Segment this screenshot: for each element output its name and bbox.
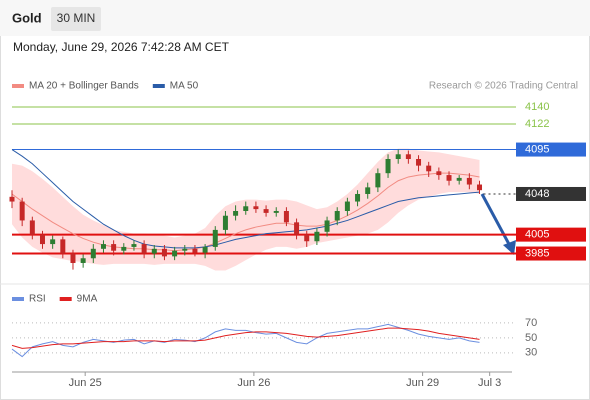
legend-label: 9MA: [77, 294, 98, 305]
candle-body: [446, 175, 452, 181]
candle-body: [304, 234, 310, 242]
level-label: 4122: [525, 118, 549, 130]
candle-body: [243, 206, 249, 211]
candle-body: [466, 177, 472, 185]
candle-body: [80, 258, 86, 263]
candle-body: [344, 201, 350, 211]
candle-body: [202, 246, 208, 253]
candle-body: [39, 234, 45, 245]
symbol: Gold: [12, 10, 42, 25]
candle-body: [416, 159, 422, 166]
candle-body: [182, 248, 188, 251]
candle-body: [355, 193, 361, 202]
candle-body: [111, 244, 117, 251]
projection-arrow-head: [503, 240, 516, 255]
level-label: 3985: [525, 247, 549, 259]
candle-body: [263, 209, 269, 213]
series-line: [11, 327, 480, 349]
moving-average: [11, 149, 480, 249]
candle-body: [29, 220, 35, 235]
candle-body: [324, 220, 330, 232]
candle-body: [90, 248, 96, 259]
candle-body: [477, 184, 483, 191]
y-tick-label: 70: [525, 317, 537, 329]
level-label: 4140: [525, 101, 549, 113]
candle-body: [283, 210, 289, 223]
level-tag: [516, 227, 586, 242]
legend-label: MA 20 + Bollinger Bands: [29, 81, 139, 92]
moving-average: [11, 172, 480, 252]
candle-body: [436, 171, 442, 176]
candle-body: [456, 177, 462, 181]
candle-body: [385, 159, 391, 174]
candle-body: [9, 196, 15, 202]
legend-swatch: [59, 297, 72, 301]
level-tag: [516, 246, 586, 261]
candle-body: [222, 215, 228, 230]
candle-body: [233, 210, 239, 216]
candle-body: [273, 210, 279, 213]
interval-button[interactable]: [51, 7, 101, 31]
candle-body: [50, 239, 56, 245]
candle-body: [314, 231, 320, 242]
legend-swatch: [152, 84, 165, 88]
level-tag: [516, 142, 586, 157]
candle-body: [395, 154, 401, 160]
level-label: 4048: [525, 188, 549, 200]
legend-swatch: [12, 84, 24, 88]
y-tick-label: 50: [525, 332, 537, 344]
candle-body: [334, 210, 340, 221]
candle-body: [212, 229, 218, 247]
candle-body: [365, 187, 371, 194]
candle-body: [192, 248, 198, 253]
x-tick-label: Jun 25: [69, 377, 102, 389]
x-tick-label: Jun 26: [237, 377, 270, 389]
level-label: 4005: [525, 229, 549, 241]
y-tick-label: 30: [525, 347, 537, 359]
candle-body: [131, 244, 137, 247]
source: Research © 2026 Trading Central: [429, 81, 578, 92]
candle-body: [100, 244, 106, 249]
datetime: Monday, June 29, 2026 7:42:28 AM CET: [13, 40, 230, 54]
legend-label: RSI: [29, 294, 46, 305]
projection-arrow: [480, 193, 512, 247]
candle-body: [141, 244, 147, 254]
candle-body: [60, 239, 66, 254]
candle-body: [426, 165, 432, 172]
candle-body: [121, 246, 127, 251]
candle-body: [151, 248, 157, 254]
level-label: 4095: [525, 143, 549, 155]
candle-body: [172, 250, 178, 257]
interval[interactable]: 30 MIN: [57, 11, 96, 25]
candle-body: [253, 206, 259, 210]
x-tick-label: Jul 3: [478, 377, 501, 389]
legend-swatch: [12, 297, 24, 301]
candle-body: [70, 253, 76, 263]
candle-body: [405, 154, 411, 160]
candle-body: [294, 222, 300, 235]
level-tag: [516, 186, 586, 201]
candle-body: [19, 201, 25, 221]
candle-body: [375, 173, 381, 188]
x-tick-label: Jun 29: [406, 377, 439, 389]
candle-body: [161, 248, 167, 257]
legend-label: MA 50: [170, 81, 199, 92]
